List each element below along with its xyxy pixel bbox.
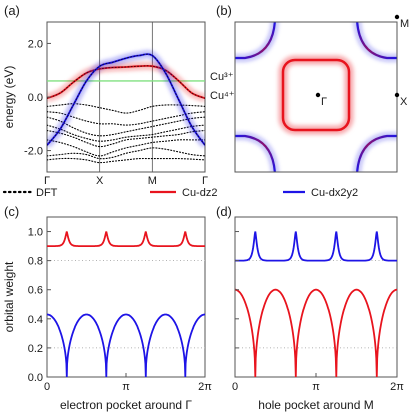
annotation-cu3: Cu³⁺ <box>210 71 234 83</box>
ytick-label: 0.8 <box>28 256 43 268</box>
panel-label-a: (a) <box>4 3 20 18</box>
panel-b-background <box>235 22 397 172</box>
panel-c-frame <box>46 216 206 378</box>
panel-a-ylabel: energy (eV) <box>2 66 16 129</box>
weight-curve-Cu-dz2 <box>235 288 397 377</box>
a-ytick-label: -2.0 <box>24 146 43 158</box>
a-ytick-label: 2.0 <box>28 38 43 50</box>
a-xtick-label: Γ <box>202 175 208 187</box>
panel-a-frame <box>46 21 206 173</box>
legend: DFT Cu-dz2 Cu-dx2y2 <box>2 187 358 199</box>
panel-label-d: (d) <box>216 204 232 219</box>
dx2y2-pocket-1 <box>356 22 397 60</box>
dft-band-2 <box>47 116 205 137</box>
ytick-label: 0.4 <box>28 314 43 326</box>
xtick-label: π <box>122 381 130 393</box>
gamma-point <box>315 92 321 98</box>
dft-band-4 <box>47 129 205 148</box>
band-dft-overlay-Cu-dz2 <box>47 65 205 99</box>
weight-curve-Cu-dx2y2 <box>47 313 205 377</box>
legend-dft-label: DFT <box>36 187 58 199</box>
band-dft-overlay-Cu-dx2y2 <box>47 53 205 146</box>
a-ytick-label: 0.0 <box>28 92 43 104</box>
a-xtick-label: Γ <box>44 175 50 187</box>
xtick-label: 2π <box>198 381 212 393</box>
panel-d-frame <box>234 216 398 378</box>
xtick-label: 2π <box>390 381 404 393</box>
m-label: M <box>400 18 409 30</box>
ytick-label: 0.2 <box>28 343 43 355</box>
dz2-pocket <box>281 58 351 132</box>
legend-dz2-label: Cu-dz2 <box>182 187 217 199</box>
ytick-label: 0.6 <box>28 285 43 297</box>
x-label: X <box>400 96 408 108</box>
gamma-label: Γ <box>321 96 327 108</box>
panel-c-xlabel: electron pocket around Γ <box>60 398 192 412</box>
dft-band-3 <box>47 124 205 142</box>
panel-c-ylabel: orbital weight <box>2 261 16 332</box>
panel-d-orbital-weight: 0 π 2π hole pocket around M <box>232 216 404 412</box>
panel-a-band-structure: 2.0 0.0 -2.0 Γ X M Γ energy (eV) Cu³⁺ Cu⁴⁺ <box>2 21 235 187</box>
dx2y2-pocket-0 <box>235 22 276 60</box>
a-xtick-label: X <box>96 175 104 187</box>
xtick-label: π <box>312 381 320 393</box>
annotation-cu4: Cu⁴⁺ <box>210 90 235 102</box>
ytick-label: 1.0 <box>28 227 43 239</box>
dft-band-5 <box>47 139 205 157</box>
legend-dx2y2-label: Cu-dx2y2 <box>311 187 358 199</box>
m-point <box>394 14 400 20</box>
panel-label-b: (b) <box>216 3 232 18</box>
xtick-label: 0 <box>232 381 238 393</box>
a-xtick-label: M <box>148 175 157 187</box>
panel-d-xlabel: hole pocket around M <box>258 398 373 412</box>
dx2y2-pocket-3 <box>356 134 397 172</box>
dx2y2-pocket-2 <box>235 134 276 172</box>
panel-b-fermi-surface: Γ X M <box>234 14 409 173</box>
dft-band-6 <box>47 147 205 160</box>
ytick-label: 0.0 <box>28 372 43 384</box>
panel-c-orbital-weight: 0.0 0.2 0.4 0.6 0.8 1.0 0 π 2π orbital weight el… <box>2 216 212 412</box>
dft-band-1 <box>47 111 205 126</box>
panel-label-c: (c) <box>4 204 19 219</box>
x-point <box>394 92 400 98</box>
weight-curve-Cu-dx2y2 <box>235 231 397 262</box>
xtick-label: 0 <box>44 381 50 393</box>
dft-band-7 <box>47 157 205 164</box>
weight-curve-Cu-dz2 <box>47 231 205 247</box>
